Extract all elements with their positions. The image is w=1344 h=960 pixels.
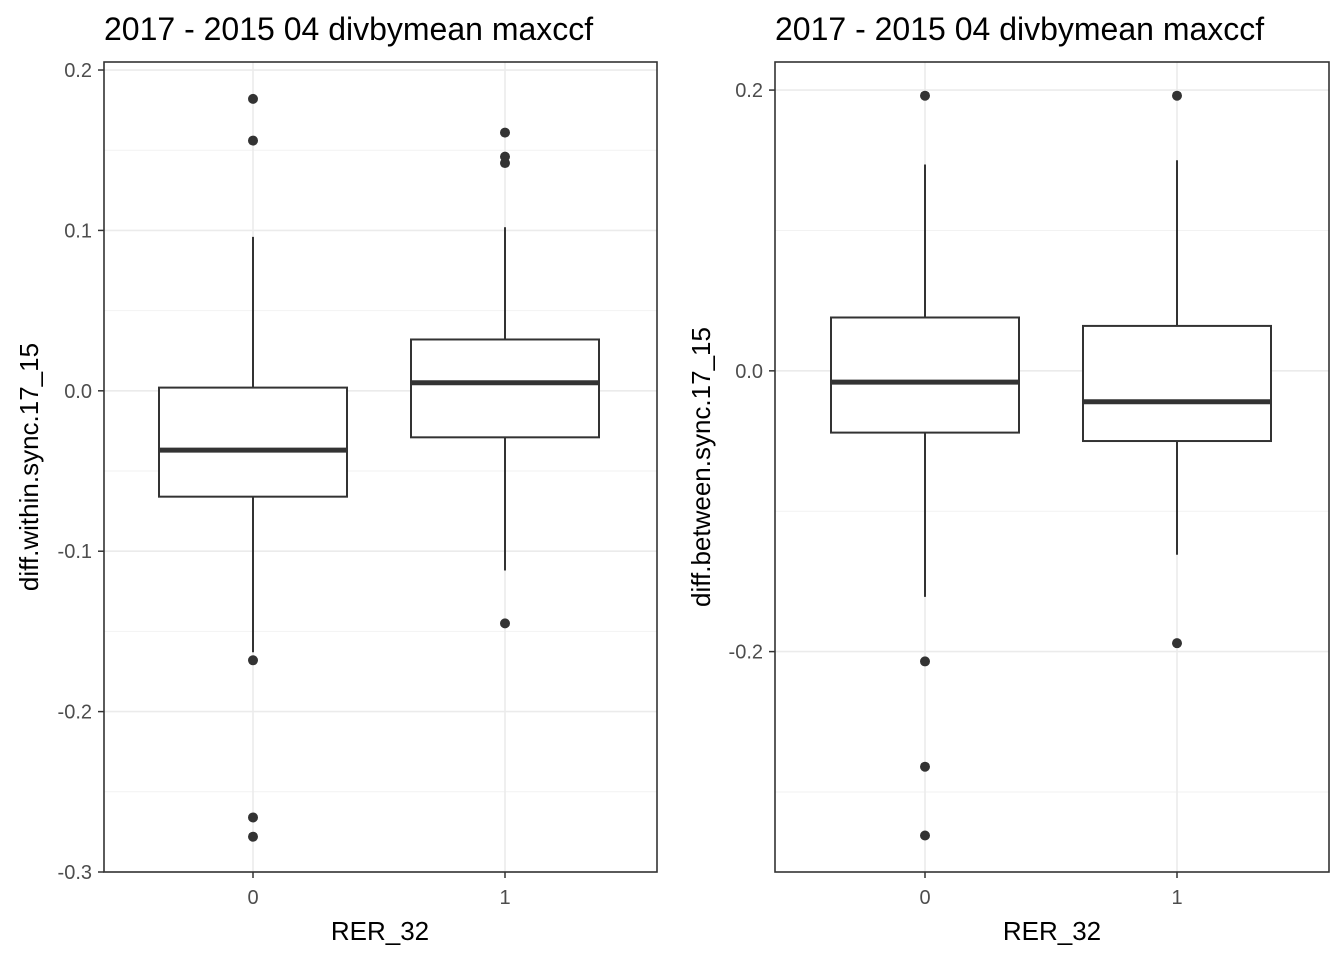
- outlier-point: [920, 90, 930, 101]
- box-category-0: [158, 93, 348, 842]
- box-category-1: [1082, 90, 1272, 649]
- outlier-point: [1172, 638, 1182, 649]
- y-tick-label: -0.2: [729, 642, 763, 664]
- x-tick-label: 1: [1171, 887, 1182, 909]
- left-panel: -0.3 -0.2 -0.1 0.0 0.1 0.2 0 1 2017 - 2015 04 di…: [14, 11, 658, 946]
- iqr-box: [410, 338, 600, 439]
- outlier-point: [920, 761, 930, 772]
- outlier-point: [248, 135, 258, 146]
- box-category-1: [410, 127, 600, 629]
- y-tick-label: -0.1: [58, 541, 92, 563]
- panel-border: [103, 61, 658, 873]
- x-tick-label: 0: [247, 887, 258, 909]
- y-tick-label: 0.0: [735, 361, 763, 383]
- y-tick-label: 0.1: [64, 220, 92, 242]
- outlier-point: [248, 812, 258, 823]
- outlier-point: [500, 158, 510, 169]
- y-axis-label: diff.within.sync.17_15: [14, 343, 44, 591]
- y-axis-label: diff.between.sync.17_15: [686, 327, 716, 607]
- iqr-box: [1082, 324, 1272, 443]
- outlier-point: [920, 656, 930, 667]
- outlier-point: [920, 830, 930, 841]
- outlier-point: [500, 127, 510, 138]
- chart-title: 2017 - 2015 04 divbymean maxccf: [104, 11, 593, 47]
- box-category-0: [830, 90, 1020, 841]
- outlier-point: [500, 618, 510, 629]
- outlier-point: [248, 655, 258, 666]
- y-tick-label: 0.2: [64, 60, 92, 82]
- y-tick-label: 0.2: [735, 80, 763, 102]
- x-tick-label: 0: [919, 887, 930, 909]
- x-tick-label: 1: [499, 887, 510, 909]
- y-tick-label: 0.0: [64, 381, 92, 403]
- iqr-box: [158, 386, 348, 498]
- chart-title: 2017 - 2015 04 divbymean maxccf: [775, 11, 1264, 47]
- y-tick-label: -0.2: [58, 702, 92, 724]
- outlier-point: [248, 831, 258, 842]
- panel-border: [774, 61, 1330, 873]
- iqr-box: [830, 316, 1020, 434]
- x-axis-label: RER_32: [331, 916, 429, 946]
- right-panel: -0.2 0.0 0.2 0 1 2017 - 2015 04 divbymean max…: [686, 11, 1330, 946]
- outlier-point: [248, 93, 258, 104]
- outlier-point: [1172, 90, 1182, 101]
- y-tick-label: -0.3: [58, 862, 92, 884]
- x-axis-label: RER_32: [1003, 916, 1101, 946]
